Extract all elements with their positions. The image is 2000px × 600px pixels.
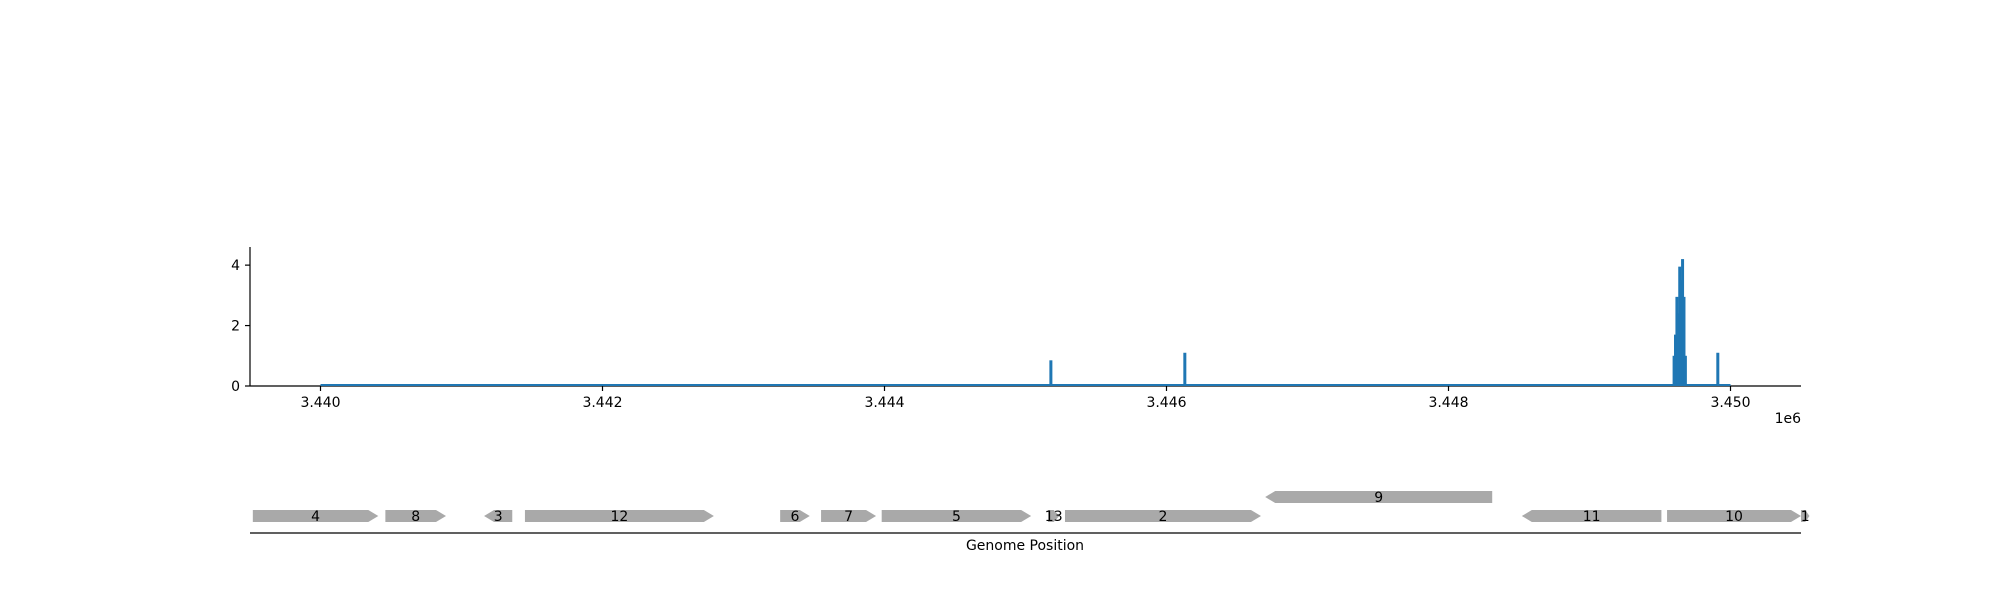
gene-track: 4 8 3 12 6 7 5 13 2 9 11 10 1 Genome Position xyxy=(250,490,1810,554)
gene-label-2: 2 xyxy=(1159,509,1168,525)
gene-label-7: 7 xyxy=(844,509,853,525)
x-tick-label-0: 3.440 xyxy=(300,395,340,411)
x-offset-label: 1e6 xyxy=(1775,411,1802,427)
gene-feature-8 xyxy=(385,510,446,522)
gene-feature-1 xyxy=(1801,510,1810,522)
gene-label-6: 6 xyxy=(791,509,800,525)
gene-track-xlabel: Genome Position xyxy=(966,538,1084,554)
gene-feature-6 xyxy=(780,510,810,522)
x-ticks-group: 3.440 3.442 3.444 3.446 3.448 3.450 xyxy=(300,386,1751,411)
gene-label-10: 10 xyxy=(1725,509,1743,525)
gene-feature-10 xyxy=(1667,510,1801,522)
x-tick-label-3: 3.446 xyxy=(1146,395,1186,411)
gene-feature-9 xyxy=(1265,491,1493,503)
coverage-bar-9 xyxy=(1682,296,1686,386)
coverage-plot: 0 2 4 3.440 3.442 3.444 3.446 3.448 3.450 1e6 xyxy=(231,247,1801,427)
gene-feature-5 xyxy=(881,510,1032,522)
gene-feature-2 xyxy=(1064,510,1261,522)
gene-feature-3 xyxy=(484,510,513,522)
x-tick-label-1: 3.442 xyxy=(582,395,622,411)
coverage-bar-11 xyxy=(1716,352,1720,386)
gene-label-9: 9 xyxy=(1374,490,1383,506)
gene-feature-7 xyxy=(821,510,877,522)
bars-group xyxy=(1049,259,1720,386)
y-ticks-group: 0 2 4 xyxy=(231,258,250,395)
gene-label-4: 4 xyxy=(311,509,320,525)
gene-feature-12 xyxy=(524,510,714,522)
gene-label-12: 12 xyxy=(611,509,629,525)
gene-feature-13 xyxy=(1048,510,1060,522)
coverage-bar-10 xyxy=(1683,355,1687,386)
gene-label-5: 5 xyxy=(952,509,961,525)
gene-label-3: 3 xyxy=(494,509,503,525)
y-tick-label-1: 2 xyxy=(231,319,240,335)
gene-feature-4 xyxy=(252,510,379,522)
coverage-bar-1 xyxy=(1183,352,1187,386)
gene-label-13: 13 xyxy=(1045,509,1063,525)
features-group: 4 8 3 12 6 7 5 13 2 9 11 10 1 xyxy=(252,490,1810,525)
x-tick-label-5: 3.450 xyxy=(1710,395,1750,411)
x-tick-label-2: 3.444 xyxy=(864,395,904,411)
gene-feature-11 xyxy=(1521,510,1662,522)
coverage-bar-0 xyxy=(1049,360,1053,386)
gene-label-11: 11 xyxy=(1583,509,1601,525)
gene-label-1: 1 xyxy=(1801,509,1810,525)
y-tick-label-0: 0 xyxy=(231,379,240,395)
y-tick-label-2: 4 xyxy=(231,258,240,274)
x-tick-label-4: 3.448 xyxy=(1428,395,1468,411)
gene-label-8: 8 xyxy=(411,509,420,525)
